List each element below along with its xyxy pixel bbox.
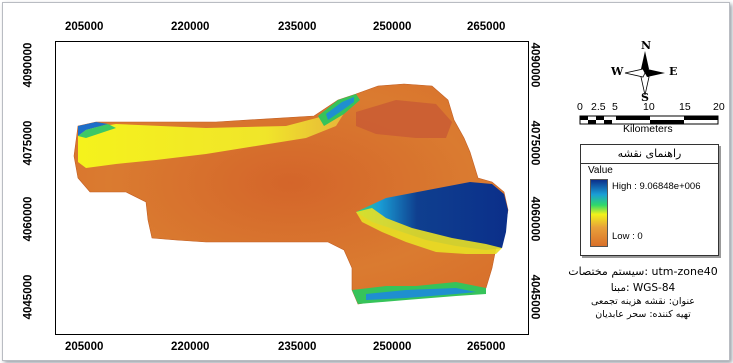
scale-label: 10 — [643, 101, 655, 113]
legend-high-label: High : 9.06848e+006 — [612, 181, 701, 192]
scale-bar: 0 2.5 5 10 15 20 Kilometers — [577, 101, 729, 137]
y-tick: 4075000 — [528, 120, 541, 166]
x-tick: 205000 — [65, 21, 104, 33]
compass-icon — [624, 51, 665, 96]
east-blue-zone — [356, 182, 508, 250]
y-tick: 4060000 — [22, 196, 35, 242]
green-edge-west — [78, 124, 116, 138]
y-tick: 4090000 — [22, 42, 35, 88]
x-tick: 220000 — [171, 341, 210, 353]
x-tick: 220000 — [171, 21, 210, 33]
region-dark-patch — [356, 100, 452, 138]
x-tick: 235000 — [278, 21, 317, 33]
info-datum: مبنا: WGS-84 — [610, 282, 676, 294]
y-tick: 4060000 — [528, 196, 541, 242]
compass-w: W — [611, 65, 624, 78]
x-tick: 265000 — [467, 341, 506, 353]
compass-e: E — [669, 65, 678, 78]
north-channel-core — [326, 97, 354, 120]
cost-surface-map — [73, 83, 509, 305]
y-tick: 4045000 — [528, 274, 541, 320]
y-tick: 4075000 — [22, 120, 35, 166]
yellow-zone — [78, 104, 346, 168]
legend-divider — [581, 163, 718, 164]
north-arrow: N S E W — [607, 39, 683, 104]
legend-value-label: Value — [588, 165, 613, 176]
legend-title: راهنمای نقشه — [617, 147, 682, 160]
x-tick: 205000 — [65, 341, 104, 353]
blue-edge-west — [78, 122, 108, 136]
x-tick: 265000 — [467, 21, 506, 33]
info-system: سیستم مختصات: utm-zone40 — [568, 265, 718, 278]
y-tick: 4090000 — [528, 42, 541, 88]
x-tick: 250000 — [373, 21, 412, 33]
scale-bar-graphic — [579, 115, 719, 125]
east-green-edge — [356, 208, 502, 254]
y-tick: 4045000 — [22, 274, 35, 320]
scale-unit: Kilometers — [623, 123, 673, 135]
compass-n: N — [641, 39, 652, 52]
scale-label: 0 — [577, 101, 583, 113]
x-tick: 250000 — [373, 341, 412, 353]
scale-label: 5 — [612, 101, 618, 113]
south-strip-core — [366, 288, 476, 300]
x-tick: 235000 — [278, 341, 317, 353]
scale-label: 2.5 — [591, 101, 606, 113]
scale-label: 20 — [713, 101, 725, 113]
compass-s: S — [641, 91, 649, 104]
legend-color-ramp — [590, 179, 608, 247]
info-title: عنوان: نقشه هزینه تجمعی — [591, 296, 695, 307]
info-author: تهیه کننده: سحر عابدیان — [595, 309, 691, 320]
legend-low-label: Low : 0 — [612, 231, 643, 242]
legend-box: راهنمای نقشه Value High : 9.06848e+006 L… — [580, 144, 719, 256]
scale-label: 15 — [679, 101, 691, 113]
map-frame — [55, 41, 529, 335]
